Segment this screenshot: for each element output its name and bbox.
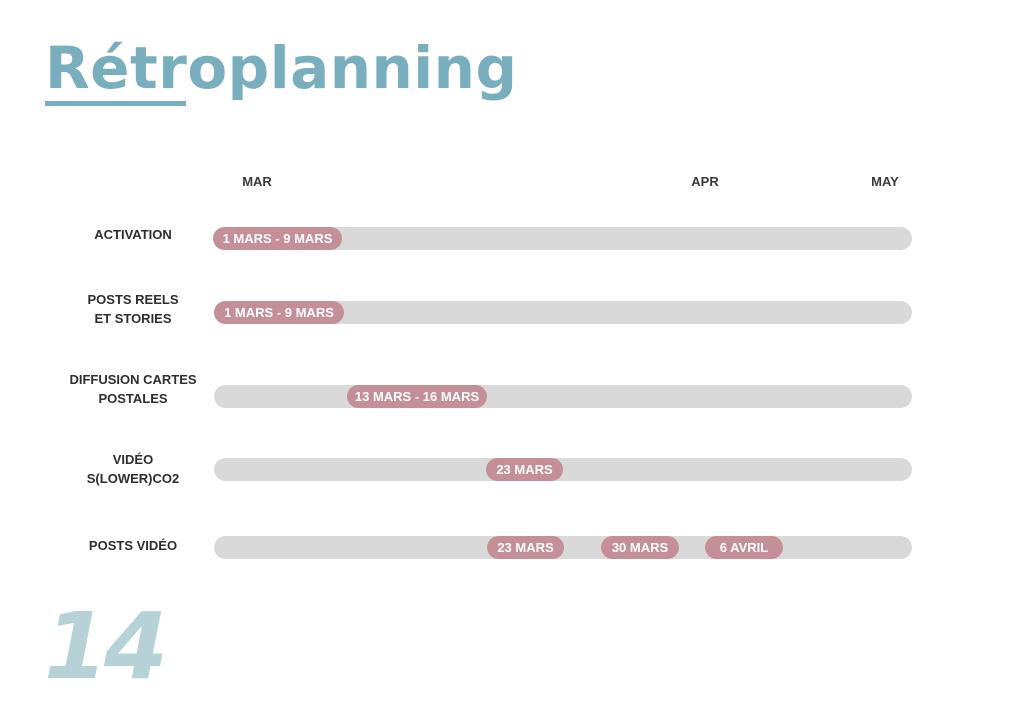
timeline-track-posts-video: 23 MARS 30 MARS 6 AVRIL — [214, 536, 912, 559]
month-apr: APR — [691, 174, 719, 189]
row-label-posts-reels: POSTS REELS ET STORIES — [87, 292, 179, 326]
month-may: MAY — [871, 174, 899, 189]
page-title: Rétroplanning — [45, 34, 518, 102]
date-pill: 1 MARS - 9 MARS — [213, 227, 342, 250]
date-pill: 13 MARS - 16 MARS — [347, 385, 487, 408]
row-label-diffusion-cartes: DIFFUSION CARTES POSTALES — [69, 372, 197, 406]
timeline-track-activation: 1 MARS - 9 MARS — [213, 227, 912, 250]
month-mar: MAR — [242, 174, 272, 189]
row-label-video: VIDÉO S(LOWER)CO2 — [86, 452, 180, 486]
date-pill: 6 AVRIL — [705, 536, 783, 559]
date-pill: 23 MARS — [487, 536, 564, 559]
timeline-track-video: 23 MARS — [214, 458, 912, 481]
row-label-activation: ACTIVATION — [94, 227, 172, 242]
title-underline — [45, 101, 186, 106]
date-pill: 30 MARS — [601, 536, 679, 559]
page-number: 14 — [44, 593, 168, 700]
timeline-track-diffusion-cartes: 13 MARS - 16 MARS — [214, 385, 912, 408]
date-pill: 1 MARS - 9 MARS — [214, 301, 344, 324]
date-pill: 23 MARS — [486, 458, 563, 481]
timeline-track-posts-reels: 1 MARS - 9 MARS — [214, 301, 912, 324]
row-label-posts-video: POSTS VIDÉO — [88, 538, 178, 553]
